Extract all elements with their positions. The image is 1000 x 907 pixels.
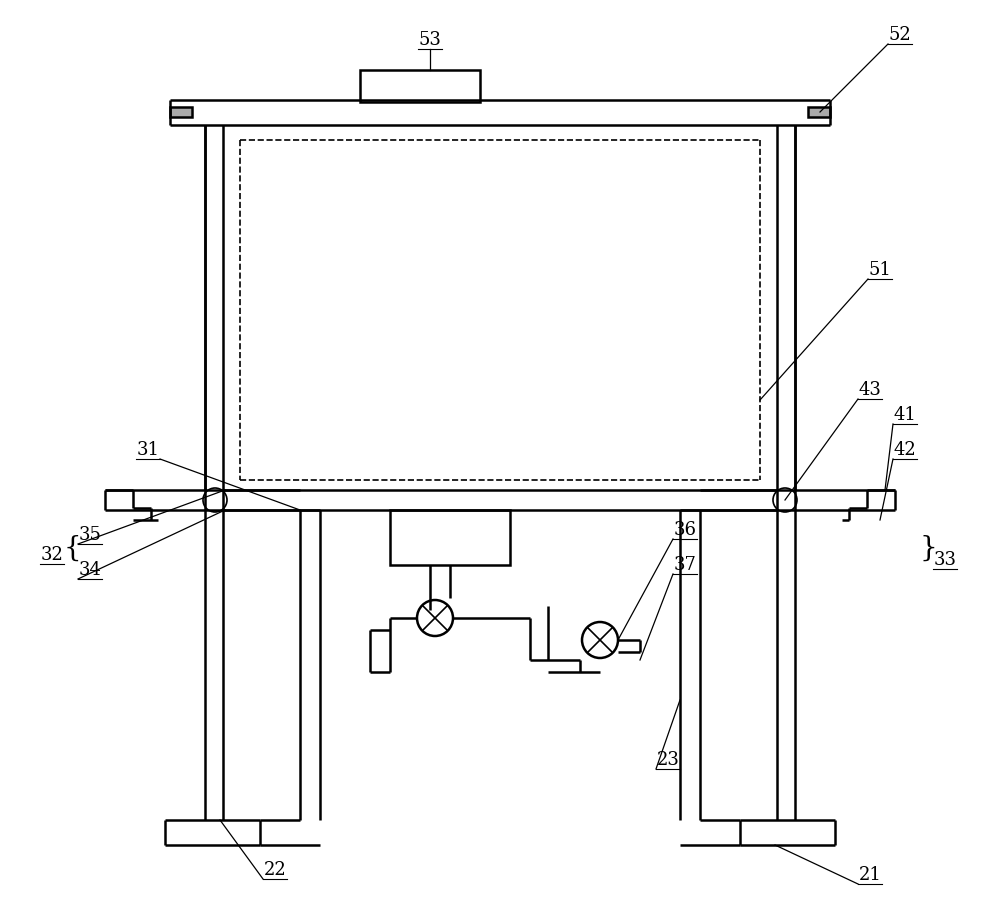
Text: 32: 32 [41,546,63,564]
Bar [360,70,480,102]
Text: 36: 36 [674,521,696,539]
Bar [390,510,510,565]
Bar [170,107,192,117]
Text: 31: 31 [136,441,160,459]
Text: 53: 53 [419,31,441,49]
Text: 52: 52 [889,26,911,44]
Text: 23: 23 [657,751,679,769]
Text: 43: 43 [859,381,881,399]
Text: 42: 42 [894,441,916,459]
Text: 21: 21 [859,866,881,884]
Text: 22: 22 [264,861,286,879]
Text: 34: 34 [79,561,101,579]
Text: 41: 41 [894,406,916,424]
Text: {: { [63,534,81,561]
Text: 51: 51 [869,261,891,279]
Text: }: } [919,534,937,561]
Text: 33: 33 [934,551,956,569]
Bar [808,107,830,117]
Text: 37: 37 [674,556,696,574]
Text: 35: 35 [79,526,101,544]
